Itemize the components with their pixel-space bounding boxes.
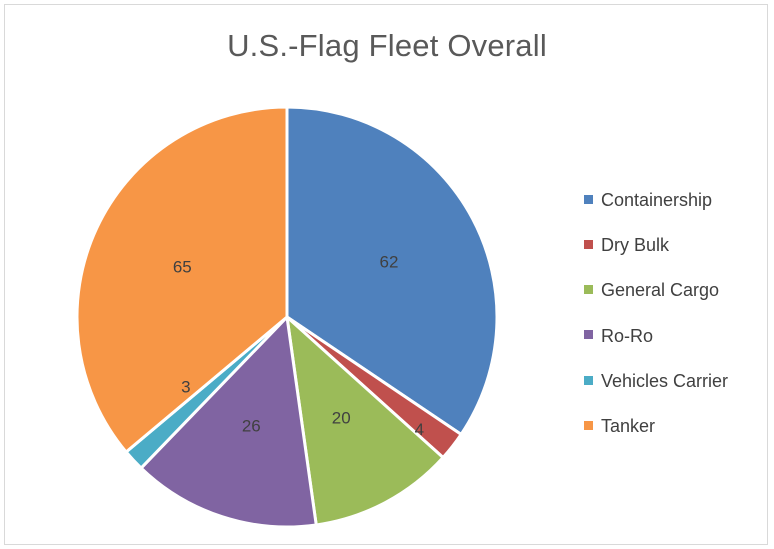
legend-swatch xyxy=(584,194,593,204)
data-label-dry-bulk: 4 xyxy=(415,420,424,439)
legend-label: Vehicles Carrier xyxy=(601,370,729,391)
pie-slice-general-cargo xyxy=(285,315,445,527)
legend-item: Tanker xyxy=(584,415,728,436)
legend: Containership Dry Bulk General Cargo Ro-Ro V… xyxy=(584,190,728,461)
legend-item: Dry Bulk xyxy=(584,235,728,256)
legend-swatch xyxy=(584,375,593,385)
legend-swatch xyxy=(584,239,593,249)
data-label-ro-ro: 26 xyxy=(242,416,261,435)
legend-label: General Cargo xyxy=(601,280,720,301)
legend-swatch xyxy=(584,285,593,295)
data-label-containership: 62 xyxy=(380,252,399,271)
data-label-tanker: 65 xyxy=(173,258,192,277)
data-label-vehicles-carrier: 3 xyxy=(181,378,190,397)
pie-slice-containership xyxy=(285,105,499,436)
chart-title: U.S.-Flag Fleet Overall xyxy=(227,28,547,63)
legend-item: Containership xyxy=(584,190,728,210)
legend-label: Dry Bulk xyxy=(601,235,670,256)
pie-slice-ro-ro xyxy=(139,315,318,529)
legend-swatch xyxy=(584,330,593,340)
legend-item: Vehicles Carrier xyxy=(584,370,729,391)
pie-slice-tanker xyxy=(75,105,289,454)
legend-label: Tanker xyxy=(601,415,656,436)
legend-label: Ro-Ro xyxy=(601,325,654,346)
legend-item: Ro-Ro xyxy=(584,325,728,346)
legend-label: Containership xyxy=(601,190,713,210)
legend-swatch xyxy=(584,420,593,430)
legend-item: General Cargo xyxy=(584,280,728,301)
data-label-general-cargo: 20 xyxy=(332,408,351,427)
